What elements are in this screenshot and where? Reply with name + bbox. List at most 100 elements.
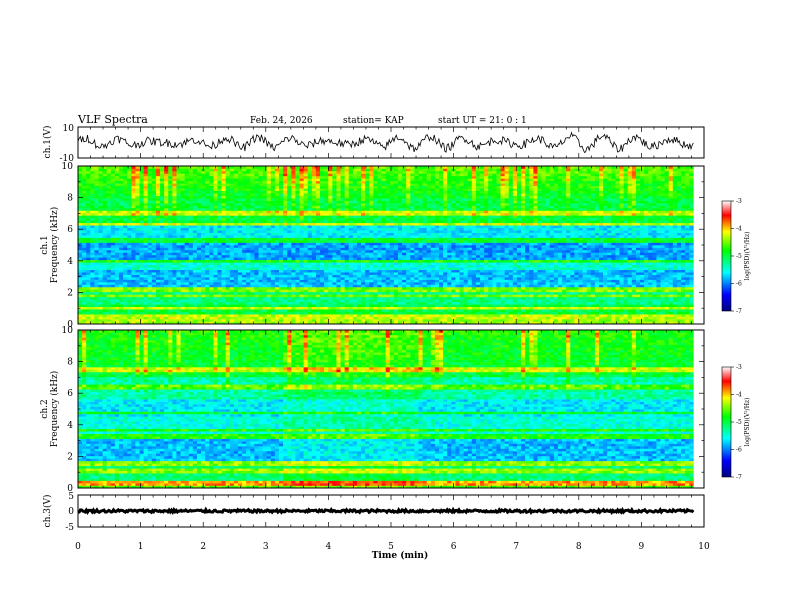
- spectrogram-cell: [213, 262, 218, 266]
- spectrogram-cell: [176, 217, 181, 221]
- spectrogram-cell: [213, 242, 218, 246]
- spectrogram-cell: [86, 193, 91, 196]
- spectrogram-cell: [237, 277, 243, 280]
- spectrogram-cell: [336, 277, 341, 280]
- spectrogram-cell: [196, 227, 202, 231]
- spectrogram-cell: [389, 309, 395, 312]
- spectrogram-cell: [184, 183, 190, 187]
- spectrogram-cell: [155, 195, 161, 199]
- spectrogram-cell: [168, 227, 173, 231]
- spectrogram-cell: [110, 277, 116, 280]
- spectrogram-cell: [311, 245, 317, 248]
- spectrogram-cell: [188, 168, 194, 172]
- spectrogram-cell: [270, 269, 276, 273]
- spectrogram-cell: [160, 183, 165, 187]
- spectrogram-cell: [356, 254, 362, 258]
- spectrogram-cell: [279, 168, 284, 172]
- spectrogram-cell: [143, 274, 149, 278]
- spectrogram-cell: [320, 272, 325, 275]
- spectrogram-cell: [332, 284, 337, 288]
- spectrogram-cell: [369, 319, 374, 322]
- spectrogram-cell: [332, 299, 337, 303]
- spectrogram-cell: [266, 178, 272, 182]
- spectrogram-cell: [139, 299, 144, 303]
- spectrogram-cell: [127, 291, 132, 295]
- spectrogram-cell: [295, 230, 300, 233]
- spectrogram-cell: [98, 205, 103, 209]
- spectrogram-cell: [188, 257, 194, 261]
- spectrogram-cell: [381, 321, 386, 325]
- spectrogram-cell: [160, 203, 165, 206]
- spectrogram-cell: [250, 291, 255, 295]
- spectrogram-cell: [328, 252, 333, 256]
- spectrogram-cell: [127, 198, 132, 201]
- spectrogram-cell: [295, 299, 300, 303]
- spectrogram-cell: [225, 319, 231, 322]
- spectrogram-cell: [344, 259, 350, 263]
- spectrogram-cell: [246, 259, 251, 263]
- spectrogram-cell: [246, 212, 251, 216]
- spectrogram-cell: [233, 245, 239, 248]
- spectrogram-cell: [344, 291, 350, 295]
- spectrogram-cell: [213, 222, 218, 226]
- spectrogram-cell: [320, 267, 325, 270]
- spectrogram-cell: [225, 267, 231, 270]
- spectrogram-cell: [250, 252, 255, 256]
- spectrogram-cell: [344, 272, 350, 275]
- spectrogram-cell: [205, 207, 210, 211]
- spectrogram-cell: [262, 210, 268, 214]
- spectrogram-cell: [176, 274, 181, 278]
- spectrogram-cell: [147, 210, 153, 214]
- spectrogram-cell: [373, 254, 378, 258]
- spectrogram-cell: [352, 180, 358, 184]
- spectrogram-cell: [110, 311, 116, 315]
- spectrogram-cell: [164, 198, 169, 201]
- spectrogram-cell: [385, 252, 391, 256]
- spectrogram-cell: [369, 291, 374, 295]
- spectrogram-cell: [299, 299, 304, 303]
- spectrogram-cell: [86, 269, 91, 273]
- spectrogram-cell: [217, 299, 222, 303]
- spectrogram-cell: [320, 198, 325, 201]
- spectrogram-cell: [299, 235, 304, 238]
- spectrogram-cell: [373, 193, 378, 196]
- spectrogram-cell: [270, 314, 276, 317]
- spectrogram-cell: [340, 227, 345, 231]
- spectrogram-cell: [283, 301, 288, 305]
- spectrogram-cell: [242, 203, 247, 206]
- spectrogram-cell: [254, 203, 259, 206]
- spectrogram-cell: [328, 200, 333, 204]
- spectrogram-cell: [237, 193, 243, 196]
- spectrogram-cell: [155, 247, 161, 251]
- spectrogram-cell: [86, 272, 91, 275]
- spectrogram-cell: [369, 252, 374, 256]
- spectrogram-cell: [180, 319, 185, 322]
- spectrogram-cell: [172, 183, 177, 187]
- spectrogram-cell: [315, 188, 321, 191]
- spectrogram-cell: [114, 277, 120, 280]
- spectrogram-cell: [139, 304, 144, 308]
- spectrogram-cell: [295, 304, 300, 308]
- spectrogram-cell: [352, 203, 358, 206]
- spectrogram-cell: [254, 235, 259, 238]
- spectrogram-cell: [229, 314, 235, 317]
- spectrogram-cell: [217, 319, 222, 322]
- spectrogram-cell: [213, 232, 218, 236]
- spectrogram-cell: [102, 267, 108, 270]
- spectrogram-cell: [110, 240, 116, 243]
- spectrogram-cell: [172, 272, 177, 275]
- spectrogram-cell: [262, 314, 268, 317]
- spectrogram-cell: [172, 257, 177, 261]
- spectrogram-cell: [369, 237, 374, 241]
- spectrogram-cell: [242, 210, 247, 214]
- spectrogram-cell: [164, 178, 169, 182]
- spectrogram-cell: [135, 188, 140, 191]
- spectrogram-cell: [361, 225, 366, 229]
- spectrogram-cell: [221, 272, 226, 275]
- spectrogram-cell: [90, 291, 95, 295]
- spectrogram-cell: [225, 247, 231, 251]
- spectrogram-cell: [135, 274, 140, 278]
- spectrogram-cell: [295, 207, 300, 211]
- spectrogram-cell: [270, 245, 276, 248]
- spectrogram-cell: [168, 245, 173, 248]
